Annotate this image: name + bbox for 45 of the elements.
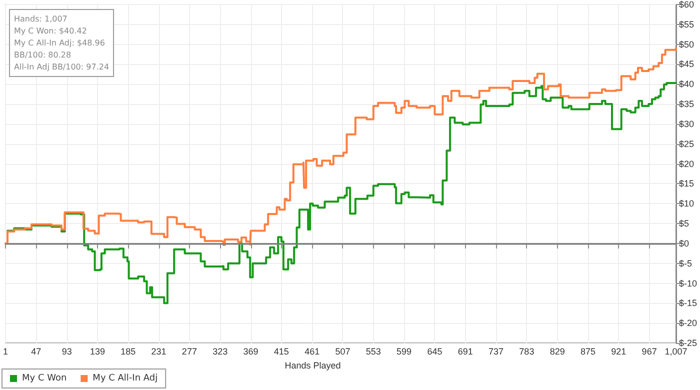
y-tick-label: $45 bbox=[678, 59, 694, 70]
y-tick-label: $-20 bbox=[678, 318, 697, 328]
x-tick-label: 737 bbox=[488, 346, 504, 356]
y-tick-label: $-10 bbox=[678, 278, 697, 288]
x-tick-label: 415 bbox=[274, 346, 289, 356]
x-tick-label: 461 bbox=[304, 346, 320, 356]
y-tick-label: $0 bbox=[678, 238, 689, 248]
legend-label: My C All-In Adj bbox=[92, 374, 158, 384]
x-tick-label: 921 bbox=[611, 346, 626, 356]
x-tick-label: 231 bbox=[151, 346, 166, 356]
y-tick-label: $15 bbox=[678, 178, 694, 189]
x-tick-label: 93 bbox=[62, 346, 72, 356]
x-tick-label: 599 bbox=[396, 346, 412, 356]
y-tick-label: $40 bbox=[678, 79, 694, 90]
y-tick-label: $10 bbox=[678, 198, 694, 209]
x-tick-label: 783 bbox=[519, 346, 534, 356]
y-tick-label: $20 bbox=[678, 158, 694, 169]
x-tick-label: 967 bbox=[642, 346, 657, 356]
y-tick-label: $35 bbox=[678, 99, 694, 110]
x-tick-label: 691 bbox=[458, 346, 473, 356]
x-tick-label: 507 bbox=[335, 346, 350, 356]
x-tick-label: 1,007 bbox=[664, 346, 688, 356]
legend-label: My C Won bbox=[22, 374, 67, 384]
y-tick-label: $5 bbox=[678, 218, 689, 229]
y-tick-label: $55 bbox=[678, 19, 694, 30]
x-tick-label: 185 bbox=[120, 346, 136, 356]
y-tick-label: $25 bbox=[678, 138, 694, 149]
x-tick-label: 47 bbox=[31, 346, 42, 356]
y-tick-label: $-5 bbox=[678, 258, 692, 268]
y-tick-label: $30 bbox=[678, 118, 694, 129]
x-tick-label: 553 bbox=[366, 346, 381, 356]
x-tick-label: 875 bbox=[580, 346, 596, 356]
y-tick-label: $50 bbox=[678, 39, 694, 50]
annotation: Hands: 1,007 My C Won: $40.42 My C All-In Adj: $48.96 BB/100: 80.28 All-In Adj BB/100: 97.24 bbox=[14, 14, 110, 72]
x-tick-label: 323 bbox=[212, 346, 228, 356]
x-tick-label: 277 bbox=[182, 346, 197, 356]
x-tick-label: 645 bbox=[427, 346, 442, 356]
x-tick-label: 139 bbox=[90, 346, 105, 356]
y-tick-label: $-15 bbox=[678, 298, 697, 308]
x-tick-label: 1 bbox=[2, 346, 8, 356]
y-tick-label: $-25 bbox=[678, 338, 697, 348]
y-tick-label: $60 bbox=[678, 0, 694, 10]
x-axis-title: Hands Played bbox=[284, 360, 341, 370]
x-tick-label: 829 bbox=[550, 346, 565, 356]
x-tick-label: 369 bbox=[243, 346, 258, 356]
